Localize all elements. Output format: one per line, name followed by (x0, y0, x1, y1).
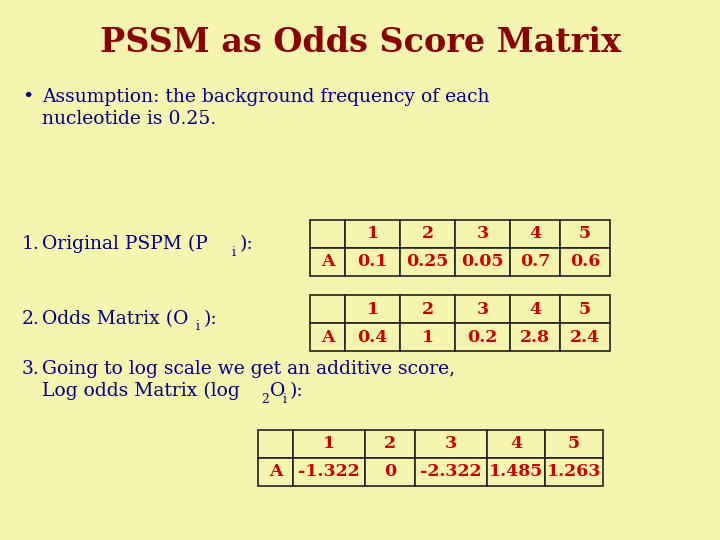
Text: 3: 3 (477, 300, 489, 318)
Bar (560, 295, 610, 323)
Bar (487, 458, 545, 486)
Bar (293, 458, 365, 486)
Text: -2.322: -2.322 (420, 463, 482, 481)
Text: 2.8: 2.8 (520, 328, 550, 346)
Bar (560, 220, 610, 248)
Bar (415, 458, 487, 486)
Text: 2: 2 (384, 435, 396, 453)
Text: 2.4: 2.4 (570, 328, 600, 346)
Bar (510, 323, 560, 351)
Text: 2: 2 (421, 300, 433, 318)
Bar (455, 248, 510, 276)
Text: 1: 1 (366, 300, 379, 318)
Text: 1: 1 (421, 328, 433, 346)
Bar (487, 430, 545, 458)
Bar (545, 458, 603, 486)
Text: 4: 4 (529, 300, 541, 318)
Text: 4: 4 (510, 435, 522, 453)
Bar (400, 295, 455, 323)
Text: 3.: 3. (22, 360, 40, 378)
Text: ):: ): (204, 310, 217, 328)
Text: -1.322: -1.322 (298, 463, 360, 481)
Text: Log odds Matrix (log: Log odds Matrix (log (42, 382, 240, 400)
Text: A: A (320, 253, 334, 271)
Text: ):: ): (240, 235, 253, 253)
Text: 0.25: 0.25 (406, 253, 449, 271)
Text: 0.7: 0.7 (520, 253, 550, 271)
Text: A: A (269, 463, 282, 481)
Bar (365, 430, 415, 458)
Text: 4: 4 (529, 226, 541, 242)
Bar (415, 430, 487, 458)
Text: 1: 1 (366, 226, 379, 242)
Bar (545, 430, 603, 458)
Bar (510, 295, 560, 323)
Text: nucleotide is 0.25.: nucleotide is 0.25. (42, 110, 216, 128)
Bar (345, 248, 400, 276)
Bar (400, 248, 455, 276)
Text: 2: 2 (421, 226, 433, 242)
Bar (455, 323, 510, 351)
Bar (510, 220, 560, 248)
Bar (510, 248, 560, 276)
Bar (310, 323, 345, 351)
Bar (365, 458, 415, 486)
Bar (400, 220, 455, 248)
Text: Going to log scale we get an additive score,: Going to log scale we get an additive sc… (42, 360, 455, 378)
Text: 5: 5 (568, 435, 580, 453)
Bar (560, 248, 610, 276)
Text: 0.05: 0.05 (462, 253, 504, 271)
Text: 5: 5 (579, 226, 591, 242)
Bar (345, 220, 400, 248)
Text: Odds Matrix (O: Odds Matrix (O (42, 310, 189, 328)
Text: 0.2: 0.2 (467, 328, 498, 346)
Text: 1: 1 (323, 435, 335, 453)
Bar (345, 295, 400, 323)
Text: O: O (270, 382, 285, 400)
Bar (310, 248, 345, 276)
Text: 0.1: 0.1 (357, 253, 387, 271)
Text: i: i (196, 321, 200, 334)
Text: 1.263: 1.263 (546, 463, 601, 481)
Text: ):: ): (290, 382, 304, 400)
Bar (345, 323, 400, 351)
Text: 0: 0 (384, 463, 396, 481)
Text: Original PSPM (P: Original PSPM (P (42, 235, 208, 253)
Bar (455, 295, 510, 323)
Text: 0.4: 0.4 (357, 328, 387, 346)
Text: i: i (283, 393, 287, 406)
Text: 3: 3 (445, 435, 457, 453)
Text: Assumption: the background frequency of each: Assumption: the background frequency of … (42, 88, 490, 106)
Bar (560, 323, 610, 351)
Bar (258, 430, 293, 458)
Text: 5: 5 (579, 300, 591, 318)
Text: PSSM as Odds Score Matrix: PSSM as Odds Score Matrix (99, 25, 621, 58)
Text: •: • (22, 88, 33, 106)
Text: 1.485: 1.485 (489, 463, 543, 481)
Bar (310, 295, 345, 323)
Bar (310, 220, 345, 248)
Text: 1.: 1. (22, 235, 40, 253)
Text: A: A (320, 328, 334, 346)
Bar (258, 458, 293, 486)
Text: 3: 3 (477, 226, 489, 242)
Text: 0.6: 0.6 (570, 253, 600, 271)
Bar (455, 220, 510, 248)
Text: 2.: 2. (22, 310, 40, 328)
Text: 2: 2 (261, 393, 269, 406)
Bar (400, 323, 455, 351)
Text: i: i (232, 246, 236, 259)
Bar (293, 430, 365, 458)
